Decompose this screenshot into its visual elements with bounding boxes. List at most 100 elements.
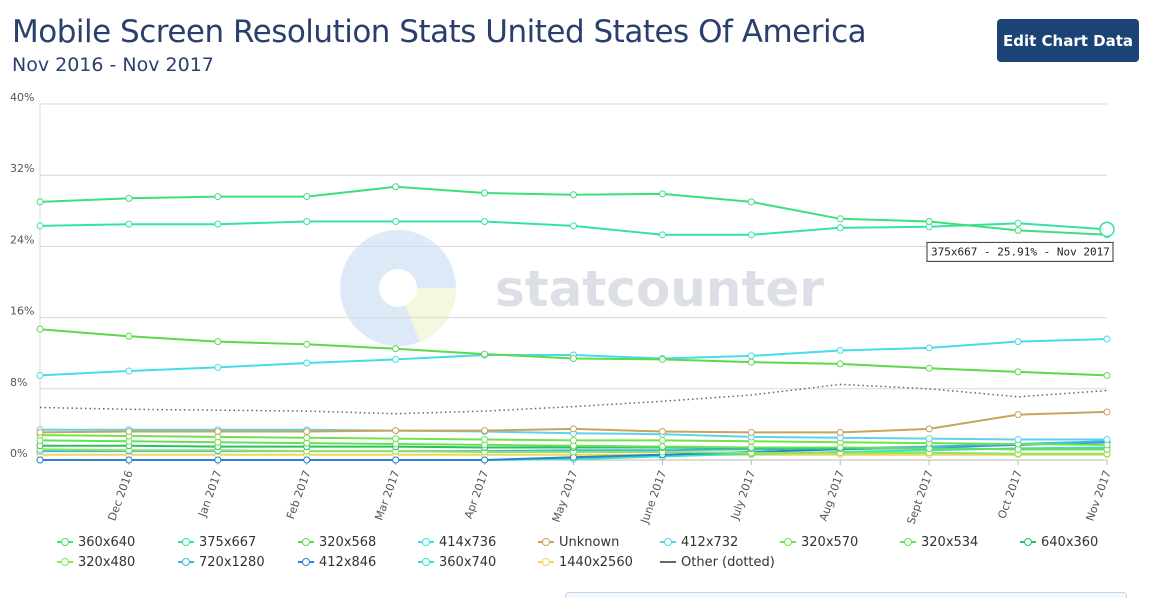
legend-marker-icon bbox=[57, 537, 73, 547]
data-point[interactable] bbox=[658, 428, 666, 436]
data-point[interactable] bbox=[214, 428, 222, 436]
data-point[interactable] bbox=[570, 191, 577, 199]
data-point[interactable] bbox=[658, 436, 666, 444]
data-point[interactable] bbox=[481, 456, 489, 464]
data-point[interactable] bbox=[36, 371, 44, 379]
data-point[interactable] bbox=[570, 355, 577, 363]
data-point[interactable] bbox=[1014, 219, 1022, 227]
data-point[interactable] bbox=[481, 189, 489, 197]
data-point[interactable] bbox=[747, 231, 755, 239]
data-point[interactable] bbox=[1103, 335, 1111, 343]
legend-item[interactable]: 1440x2560 bbox=[538, 553, 633, 571]
data-point[interactable] bbox=[925, 344, 933, 352]
data-point[interactable] bbox=[925, 435, 933, 443]
data-point[interactable] bbox=[836, 428, 844, 436]
data-point[interactable] bbox=[125, 194, 133, 202]
data-point[interactable] bbox=[658, 443, 666, 451]
data-point[interactable] bbox=[392, 183, 400, 191]
data-point[interactable] bbox=[303, 340, 311, 348]
data-point[interactable] bbox=[214, 220, 222, 228]
data-point[interactable] bbox=[570, 222, 577, 230]
data-point[interactable] bbox=[658, 190, 666, 198]
data-point[interactable] bbox=[36, 325, 44, 333]
data-point[interactable] bbox=[570, 436, 577, 444]
data-point[interactable] bbox=[392, 456, 400, 464]
data-point[interactable] bbox=[481, 350, 489, 358]
data-point[interactable] bbox=[570, 425, 577, 433]
legend-item[interactable]: 720x1280 bbox=[178, 553, 265, 571]
data-point[interactable] bbox=[481, 427, 489, 435]
data-point[interactable] bbox=[303, 428, 311, 436]
data-point[interactable] bbox=[214, 193, 222, 201]
data-point[interactable] bbox=[1103, 436, 1111, 444]
data-point[interactable] bbox=[392, 217, 400, 225]
data-point[interactable] bbox=[747, 358, 755, 366]
legend-label: 640x360 bbox=[1041, 534, 1099, 550]
x-tick-label: Oct 2017 bbox=[995, 469, 1024, 521]
data-point[interactable] bbox=[481, 436, 489, 444]
data-point[interactable] bbox=[214, 338, 222, 346]
legend-item[interactable]: 414x736 bbox=[418, 533, 496, 551]
legend-item[interactable]: 640x360 bbox=[1020, 533, 1098, 551]
edit-chart-data-button[interactable]: Edit Chart Data bbox=[997, 19, 1139, 62]
data-point[interactable] bbox=[836, 347, 844, 355]
data-point[interactable] bbox=[36, 456, 44, 464]
legend-item[interactable]: 375x667 bbox=[178, 533, 256, 551]
data-point[interactable] bbox=[392, 345, 400, 353]
legend-label: 720x1280 bbox=[199, 554, 265, 570]
data-point[interactable] bbox=[925, 217, 933, 225]
data-point[interactable] bbox=[1014, 338, 1022, 346]
data-point[interactable] bbox=[392, 427, 400, 435]
data-point[interactable] bbox=[303, 193, 311, 201]
legend-item[interactable]: 320x534 bbox=[900, 533, 978, 551]
legend-item[interactable]: 412x846 bbox=[298, 553, 376, 571]
data-point[interactable] bbox=[1103, 408, 1111, 416]
data-point[interactable] bbox=[1014, 226, 1022, 234]
data-point[interactable] bbox=[392, 355, 400, 363]
legend-item[interactable]: 360x640 bbox=[57, 533, 135, 551]
data-point[interactable] bbox=[125, 367, 133, 375]
data-point[interactable] bbox=[36, 222, 44, 230]
legend-item[interactable]: 320x570 bbox=[780, 533, 858, 551]
data-point[interactable] bbox=[658, 231, 666, 239]
data-point[interactable] bbox=[925, 425, 933, 433]
data-point[interactable] bbox=[1014, 411, 1022, 419]
legend-item[interactable]: Unknown bbox=[538, 533, 619, 551]
data-point[interactable] bbox=[303, 456, 311, 464]
data-point[interactable] bbox=[303, 359, 311, 367]
legend-item[interactable]: 360x740 bbox=[418, 553, 496, 571]
data-point[interactable] bbox=[1014, 436, 1022, 444]
data-point[interactable] bbox=[836, 224, 844, 232]
hover-point[interactable] bbox=[1099, 221, 1115, 238]
legend-item[interactable]: 320x568 bbox=[298, 533, 376, 551]
data-point[interactable] bbox=[747, 198, 755, 206]
data-point[interactable] bbox=[836, 360, 844, 368]
data-point[interactable] bbox=[214, 363, 222, 371]
data-point[interactable] bbox=[36, 428, 44, 436]
x-tick-label: Nov 2017 bbox=[1083, 469, 1113, 523]
legend-item[interactable]: Other (dotted) bbox=[660, 553, 775, 571]
data-point[interactable] bbox=[125, 220, 133, 228]
data-point[interactable] bbox=[747, 428, 755, 436]
data-point[interactable] bbox=[214, 456, 222, 464]
data-point[interactable] bbox=[1103, 371, 1111, 379]
data-point[interactable] bbox=[125, 456, 133, 464]
data-point[interactable] bbox=[125, 428, 133, 436]
data-point[interactable] bbox=[36, 198, 44, 206]
data-point[interactable] bbox=[1014, 368, 1022, 376]
series-360x640 bbox=[36, 183, 1111, 239]
data-point[interactable] bbox=[481, 217, 489, 225]
data-point[interactable] bbox=[747, 444, 755, 452]
legend-label: 320x534 bbox=[921, 534, 979, 550]
data-point[interactable] bbox=[925, 364, 933, 372]
data-point[interactable] bbox=[658, 355, 666, 363]
data-point[interactable] bbox=[747, 352, 755, 360]
data-point[interactable] bbox=[303, 217, 311, 225]
legend-item[interactable]: 320x480 bbox=[57, 553, 135, 571]
data-point[interactable] bbox=[125, 332, 133, 340]
legend-item[interactable]: 412x732 bbox=[660, 533, 738, 551]
data-point[interactable] bbox=[303, 434, 311, 442]
data-point[interactable] bbox=[392, 435, 400, 443]
data-point[interactable] bbox=[836, 215, 844, 223]
